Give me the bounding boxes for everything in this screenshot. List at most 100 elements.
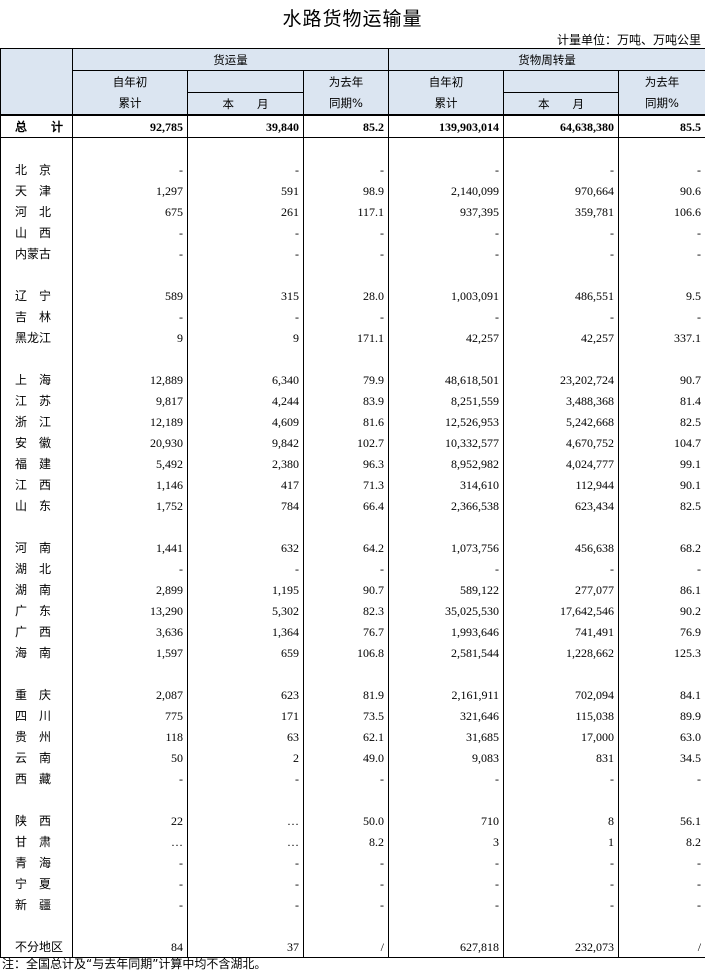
empty-cell [72, 516, 188, 537]
table-row: 广 西 3,636 1,364 76.7 1,993,646 741,491 76.9 [0, 621, 705, 642]
cell: 82.5 [617, 411, 705, 432]
cell: 456,638 [503, 537, 619, 558]
cell: 5,492 [72, 453, 188, 474]
cell: - [187, 894, 304, 915]
spacer-row [0, 516, 705, 537]
empty-cell [303, 264, 389, 285]
cell: 48,618,501 [388, 369, 504, 390]
cell: 623 [187, 684, 304, 705]
cell: - [388, 306, 504, 327]
cell: 9,842 [187, 432, 304, 453]
region-name: 甘 肃 [0, 831, 73, 852]
region-name: 云 南 [0, 747, 73, 768]
table-row: 河 北 675 261 117.1 937,395 359,781 106.6 [0, 201, 705, 222]
table-row: 不分地区 84 37/627,818 232,073/ [0, 936, 705, 958]
region-name: 天 津 [0, 180, 73, 201]
table-row: 福 建 5,492 2,380 96.3 8,952,982 4,024,777 99.1 [0, 453, 705, 474]
cell: 90.2 [617, 600, 705, 621]
table-row: 河 南 1,441 632 64.2 1,073,756 456,638 68.2 [0, 537, 705, 558]
cell: 261 [187, 201, 304, 222]
region-name: 北 京 [0, 159, 73, 180]
column-header: 累计 [72, 92, 188, 116]
cell: - [303, 873, 389, 894]
column-header: 自年初 [388, 70, 504, 93]
cell: … [72, 831, 188, 852]
table-row: 西 藏------ [0, 768, 705, 789]
table-row: 浙 江 12,189 4,609 81.6 12,526,953 5,242,668 82.… [0, 411, 705, 432]
cell: 8.2 [303, 831, 389, 852]
cell: 417 [187, 474, 304, 495]
empty-cell [617, 915, 705, 936]
empty-cell [503, 137, 619, 159]
cell: 117.1 [303, 201, 389, 222]
header-row: 累计本 月同期% 累计本 月同期% [1, 92, 705, 116]
cell: … [187, 831, 304, 852]
column-header: 同期% [303, 92, 389, 116]
cell: 937,395 [388, 201, 504, 222]
cell: 73.5 [303, 705, 389, 726]
table-row: 辽 宁 589 315 28.0 1,003,091 486,551 9.5 [0, 285, 705, 306]
spacer-row [0, 915, 705, 936]
table-row: 湖 北------ [0, 558, 705, 579]
cell: 81.9 [303, 684, 389, 705]
cell: - [388, 894, 504, 915]
cell: - [303, 243, 389, 264]
cell: 89.9 [617, 705, 705, 726]
cell: 37 [187, 936, 304, 958]
empty-cell [617, 789, 705, 810]
cell: - [617, 222, 705, 243]
cell: 1,195 [187, 579, 304, 600]
empty-cell [187, 789, 304, 810]
table-row: 天 津 1,297 591 98.9 2,140,099 970,664 90.6 [0, 180, 705, 201]
column-header: 同期% [617, 92, 705, 116]
cell: 102.7 [303, 432, 389, 453]
empty-cell [187, 915, 304, 936]
column-header: 本 月 [187, 92, 304, 116]
region-name: 新 疆 [0, 894, 73, 915]
cell: 1,297 [72, 180, 188, 201]
cell: 4,024,777 [503, 453, 619, 474]
cell: - [617, 558, 705, 579]
cell: - [187, 159, 304, 180]
table-row: 山 西------ [0, 222, 705, 243]
cell: 1,752 [72, 495, 188, 516]
region-name: 河 南 [0, 537, 73, 558]
cell: 3 [388, 831, 504, 852]
cell: 2,140,099 [388, 180, 504, 201]
cell: 64.2 [303, 537, 389, 558]
region-name: 不分地区 [0, 936, 73, 958]
region-name: 湖 南 [0, 579, 73, 600]
header-row: 自年初 为去年 自年初 为去年 [1, 70, 705, 93]
cell: - [72, 243, 188, 264]
cell: 4,244 [187, 390, 304, 411]
table-row: 海 南 1,597 659 106.8 2,581,544 1,228,662 125.3 [0, 642, 705, 663]
table-row: 上 海 12,889 6,340 79.9 48,618,501 23,202,724 90… [0, 369, 705, 390]
cell: 5,302 [187, 600, 304, 621]
table-row: 广 东 13,290 5,302 82.3 35,025,530 17,642,546 90… [0, 600, 705, 621]
cell: 125.3 [617, 642, 705, 663]
cell: 50 [72, 747, 188, 768]
cell: 12,526,953 [388, 411, 504, 432]
empty-cell [0, 789, 73, 810]
cell: 4,609 [187, 411, 304, 432]
cell: 8 [503, 810, 619, 831]
cell: - [388, 852, 504, 873]
cell: 9 [72, 327, 188, 348]
cell: 49.0 [303, 747, 389, 768]
cell: 623,434 [503, 495, 619, 516]
cell: 12,189 [72, 411, 188, 432]
table-row: 青 海------ [0, 852, 705, 873]
cell: 8.2 [617, 831, 705, 852]
cell: - [388, 558, 504, 579]
cell: - [303, 852, 389, 873]
cell: - [72, 159, 188, 180]
table-row: 山 东 1,752 784 66.4 2,366,538 623,434 82.5 [0, 495, 705, 516]
cell: 20,930 [72, 432, 188, 453]
cell: 2,899 [72, 579, 188, 600]
empty-cell [187, 264, 304, 285]
cell: - [617, 306, 705, 327]
region-name: 上 海 [0, 369, 73, 390]
cell: - [388, 243, 504, 264]
cell: 12,889 [72, 369, 188, 390]
cell: - [303, 159, 389, 180]
